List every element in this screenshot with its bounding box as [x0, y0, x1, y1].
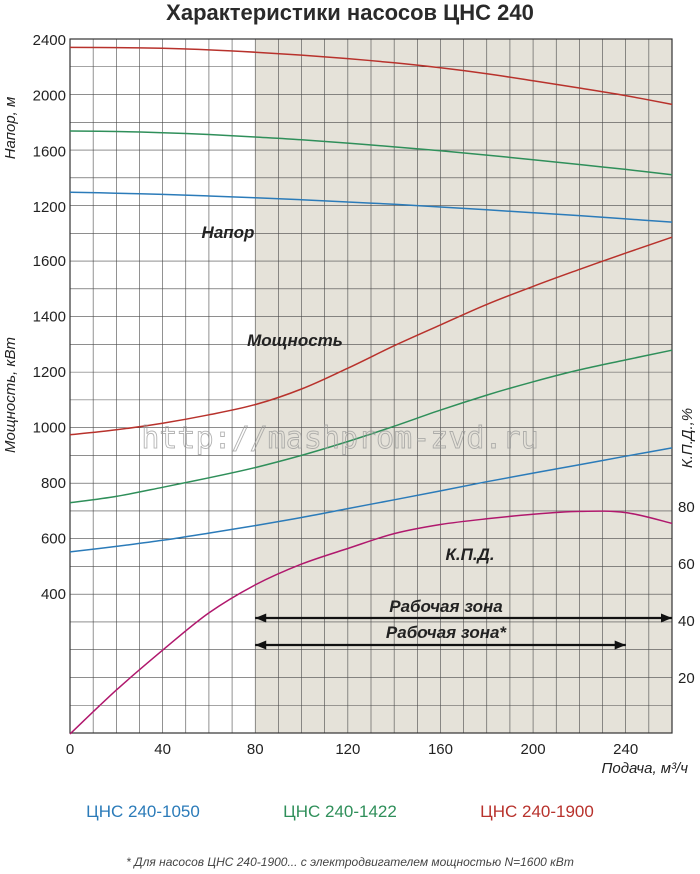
plot-frame [69, 38, 673, 734]
power-axis-label: Мощность, кВт [2, 337, 19, 453]
chart-title: Характеристики насосов ЦНС 240 [166, 0, 534, 25]
head-tick-label: 1200 [33, 199, 66, 216]
working-zone-starred-label: Рабочая зона* [386, 623, 508, 642]
legend-item-1050: ЦНС 240-1050 [86, 802, 200, 821]
efficiency-annotation: К.П.Д. [445, 545, 494, 564]
series-line-head-цнс-240-1050 [69, 191, 673, 223]
efficiency-tick-label: 20 [678, 670, 695, 687]
head-tick-label: 1600 [33, 143, 66, 160]
x-tick-label: 120 [335, 741, 360, 758]
power-annotation: Мощность [247, 331, 343, 350]
working-zone-starred-arrow-arrowhead-left [255, 640, 267, 650]
power-tick-label: 400 [41, 586, 66, 603]
power-tick-label: 600 [41, 531, 66, 548]
footnote: * Для насосов ЦНС 240-1900... с электрод… [126, 855, 574, 869]
head-axis-label: Напор, м [2, 97, 19, 160]
efficiency-tick-label: 60 [678, 556, 695, 573]
power-tick-label: 1000 [33, 420, 66, 437]
power-tick-label: 1400 [33, 309, 66, 326]
head-tick-label: 2000 [33, 88, 66, 105]
series-line-efficiency-к-п-д [69, 510, 673, 735]
power-tick-label: 1200 [33, 364, 66, 381]
x-tick-label: 240 [613, 741, 638, 758]
efficiency-tick-label: 80 [678, 499, 695, 516]
power-tick-label: 800 [41, 475, 66, 492]
series-line-power-цнс-240-1050 [69, 447, 673, 553]
series-line-head-цнс-240-1900 [69, 46, 673, 106]
x-tick-label: 0 [66, 741, 74, 758]
working-zone-arrow-arrowhead-right [661, 613, 672, 623]
working-zone-starred-arrow-arrowhead-right [614, 640, 626, 650]
series-line-power-цнс-240-1422 [69, 349, 673, 504]
working-zone-arrow-arrowhead-left [255, 613, 267, 623]
x-tick-label: 40 [154, 741, 171, 758]
legend: ЦНС 240-1050 ЦНС 240-1422 ЦНС 240-1900 [86, 802, 594, 821]
legend-item-1900: ЦНС 240-1900 [480, 802, 594, 821]
efficiency-axis-label: К.П.Д.,% [679, 408, 696, 468]
series-line-power-цнс-240-1900 [69, 236, 673, 436]
x-tick-label: 200 [521, 741, 546, 758]
x-tick-label: 160 [428, 741, 453, 758]
x-axis-label: Подача, м³/ч [602, 760, 689, 777]
watermark-text: http://mashprom-zvd.ru [141, 421, 538, 456]
head-annotation: Напор [202, 223, 255, 242]
working-zone-label: Рабочая зона [389, 597, 503, 616]
efficiency-tick-label: 40 [678, 613, 695, 630]
power-tick-label: 1600 [33, 253, 66, 270]
head-tick-label: 2400 [33, 32, 66, 49]
legend-item-1422: ЦНС 240-1422 [283, 802, 397, 821]
x-tick-label: 80 [247, 741, 264, 758]
series-line-head-цнс-240-1422 [69, 130, 673, 176]
